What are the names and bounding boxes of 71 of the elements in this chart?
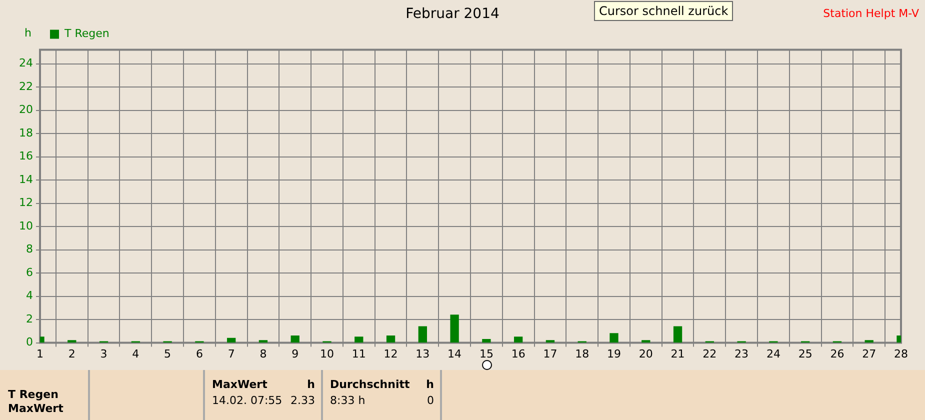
x-tick-label: 21	[670, 347, 685, 360]
y-tick-label: 18	[19, 126, 33, 140]
text: 2.33	[290, 394, 315, 407]
x-tick-label: 11	[352, 347, 366, 360]
x-tick-label: 22	[702, 347, 717, 360]
x-tick-label: 25	[798, 347, 812, 360]
y-tick-label: 8	[26, 242, 33, 256]
x-tick-label: 14	[448, 347, 462, 360]
text: h	[426, 378, 434, 391]
x-tick-label: 18	[575, 347, 590, 360]
bar	[418, 326, 427, 343]
bar	[546, 340, 555, 343]
x-tick-label: 4	[132, 347, 140, 360]
bar	[864, 340, 874, 343]
x-tick-label: 13	[416, 347, 430, 360]
y-tick-label: 6	[26, 266, 33, 279]
bar	[68, 340, 76, 343]
x-tick-label: 26	[830, 347, 844, 360]
text: h	[307, 378, 315, 391]
x-tick-label: 10	[320, 347, 334, 360]
y-tick-label: 16	[19, 150, 33, 163]
bar	[354, 336, 364, 343]
x-tick-label: 28	[894, 347, 908, 360]
x-tick-label: 5	[164, 347, 172, 360]
y-tick-label: 12	[19, 196, 33, 210]
x-tick-label: 12	[384, 347, 398, 360]
text: 0	[427, 394, 434, 407]
y-tick-label: 24	[19, 56, 33, 70]
y-tick-label: 4	[26, 289, 33, 302]
y-tick-label: 2	[26, 312, 33, 326]
x-tick-label: 24	[766, 347, 780, 360]
bar	[610, 333, 618, 343]
x-tick-label: 7	[228, 347, 235, 360]
y-axis-title: h	[24, 26, 32, 40]
y-tick-label: 14	[19, 172, 33, 186]
x-tick-label: 17	[543, 347, 558, 360]
text: T Regen	[8, 388, 58, 401]
x-tick-label: 15	[479, 347, 494, 360]
bar	[386, 335, 396, 343]
y-tick-label: 20	[19, 103, 33, 116]
x-tick-label: 27	[862, 347, 876, 360]
y-tick-label: 0	[26, 336, 33, 349]
bar	[258, 340, 268, 343]
x-tick-label: 2	[68, 347, 76, 360]
bar	[290, 335, 300, 343]
bar	[450, 314, 459, 343]
bar	[673, 326, 682, 343]
x-tick-label: 16	[511, 347, 526, 360]
x-tick-label: 1	[36, 347, 44, 360]
text: Station Helpt M-V	[823, 7, 919, 20]
text: 14.02. 07:55	[212, 394, 282, 407]
text: Cursor schnell zurück	[594, 1, 734, 21]
x-tick-label: 3	[100, 347, 108, 360]
y-tick-label: 10	[19, 219, 33, 232]
x-tick-label: 19	[607, 347, 621, 360]
bar	[482, 338, 491, 343]
bar	[514, 336, 523, 343]
bar	[642, 340, 650, 343]
y-tick-label: 22	[19, 80, 33, 93]
chart-title: Februar 2014	[406, 6, 500, 22]
x-tick-label: 6	[196, 347, 203, 360]
x-tick-label: 9	[292, 347, 299, 360]
text: Durchschnitt	[330, 378, 410, 391]
bar	[227, 338, 236, 343]
text: 8:33 h	[330, 394, 366, 407]
x-tick-label: 20	[638, 347, 653, 360]
x-tick-label: 23	[734, 347, 749, 360]
text: MaxWert	[212, 378, 268, 391]
legend-label: T Regen	[64, 27, 110, 40]
text: MaxWert	[8, 402, 64, 415]
x-tick-label: 8	[260, 347, 267, 360]
